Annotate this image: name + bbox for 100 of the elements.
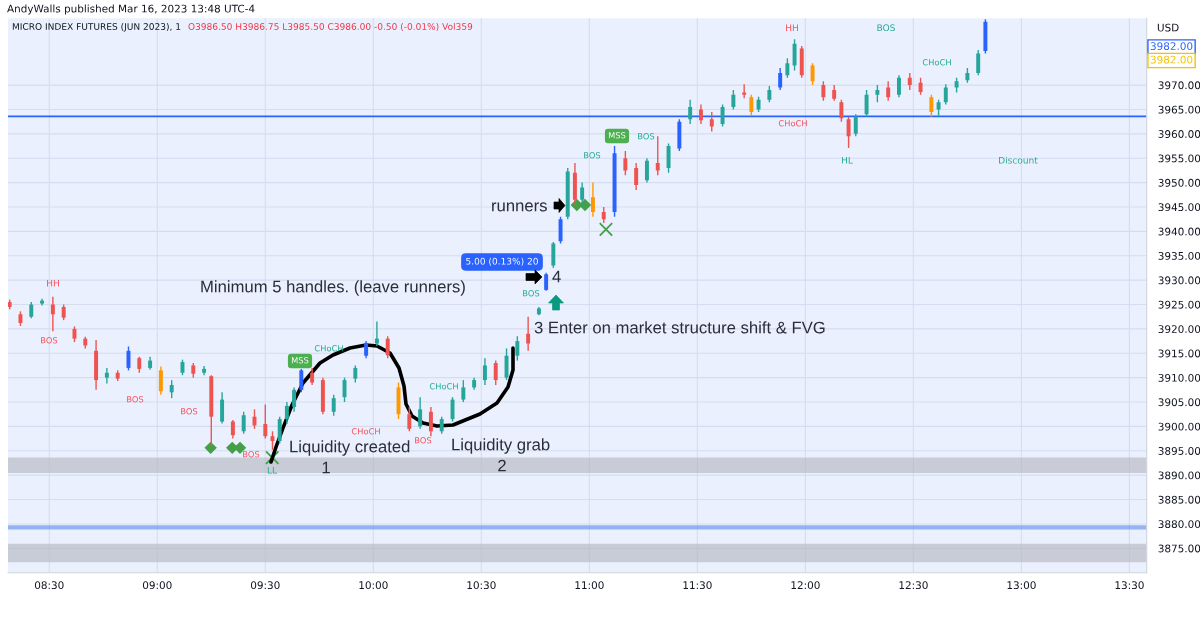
candlestick — [720, 103, 725, 128]
annotation: MSS — [291, 357, 309, 364]
annotation: 1 — [322, 461, 330, 474]
candlestick — [504, 347, 509, 381]
annotation: BOS — [41, 337, 58, 344]
candlestick — [515, 335, 520, 362]
annotation: LL — [267, 466, 277, 474]
candlestick — [104, 367, 109, 385]
candlestick — [418, 396, 423, 430]
candlestick — [263, 403, 268, 440]
candlestick — [482, 357, 487, 386]
candlestick — [299, 368, 304, 393]
annotation: runners — [492, 202, 547, 212]
candlestick — [864, 89, 869, 118]
y-tick-label: 3910.00 — [1158, 373, 1200, 382]
text: 3982.00 — [1150, 42, 1193, 51]
annotation: Liquidity grab — [452, 438, 550, 454]
candlestick — [853, 113, 858, 137]
y-tick-label: 3890.00 — [1158, 471, 1200, 480]
candlestick — [749, 94, 754, 117]
annotation: CHoCH — [922, 59, 951, 66]
y-tick-label: 3900.00 — [1158, 422, 1200, 431]
annotation: 2 — [498, 459, 506, 472]
candlestick — [493, 359, 498, 386]
annotation: 3 Enter on market structure shift & FVG — [534, 321, 825, 334]
annotation: 5.00 (0.13%) 20 — [466, 257, 538, 266]
candlestick — [284, 401, 289, 425]
y-tick-label: 3955.00 — [1158, 154, 1200, 163]
candlestick — [292, 386, 297, 413]
candlestick — [634, 162, 639, 191]
x-tick-label: 12:00 — [791, 581, 820, 590]
candlestick — [230, 419, 235, 440]
y-tick-label: 3970.00 — [1158, 81, 1200, 90]
point — [204, 441, 217, 455]
y-tick-label: 3930.00 — [1158, 276, 1200, 285]
y-axis-title: USD — [1157, 23, 1179, 32]
x-tick-label: 09:30 — [250, 581, 280, 590]
candlestick — [846, 116, 851, 149]
annotation: BOS — [584, 152, 601, 159]
candlestick — [428, 406, 433, 437]
candlestick — [698, 103, 703, 125]
chart-subtitle: MICRO INDEX FUTURES (JUN 2023), 1 — [12, 22, 181, 32]
candlestick — [666, 142, 671, 174]
candlestick — [731, 89, 736, 111]
candlestick — [929, 94, 934, 118]
annotation: Minimum 5 handles. (leave runners) — [201, 280, 465, 296]
annotation: CHoCH — [351, 428, 380, 435]
y-tick-label: 3905.00 — [1158, 398, 1200, 407]
annotation: BOS — [638, 133, 655, 140]
x-tick-label: 11:30 — [683, 581, 712, 590]
candlestick — [886, 80, 891, 102]
candlestick — [461, 379, 466, 403]
x-tick-label: 10:30 — [467, 581, 496, 590]
y-tick-label: 3880.00 — [1158, 520, 1200, 529]
x-tick-label: 13:00 — [1007, 581, 1036, 590]
x-tick-label: 13:30 — [1115, 581, 1144, 590]
annotation: BOS — [877, 24, 895, 32]
annotation: CHoCH — [314, 345, 343, 352]
candlestick — [450, 396, 455, 423]
candlestick — [623, 150, 628, 177]
y-tick-label: 3895.00 — [1158, 447, 1200, 455]
x-tick-label: 10:00 — [359, 581, 388, 590]
point — [265, 450, 280, 465]
candlestick — [785, 57, 790, 79]
annotation: BOS — [243, 451, 260, 458]
candlestick — [50, 296, 55, 333]
candlestick — [897, 74, 901, 98]
candlestick — [169, 379, 174, 399]
text: 3982.00 — [1150, 55, 1193, 64]
candlestick — [544, 272, 549, 292]
candlestick — [839, 99, 844, 123]
y-tick-label: 3915.00 — [1158, 349, 1200, 358]
annotation: MSS — [608, 132, 626, 139]
annotation: HH — [47, 279, 59, 287]
annotation: BOS — [181, 408, 198, 415]
annotation: CHoCH — [429, 383, 458, 390]
candlestick — [655, 135, 660, 177]
candlestick — [742, 83, 747, 99]
y-tick-label: 3940.00 — [1158, 227, 1200, 236]
y-tick-label: 3950.00 — [1158, 178, 1200, 187]
annotation: Discount — [999, 156, 1038, 164]
candlestick — [331, 394, 336, 417]
annotation: HH — [786, 24, 798, 31]
y-tick-label: 3965.00 — [1158, 105, 1200, 114]
candlestick — [277, 415, 282, 445]
annotation: 4 — [552, 270, 561, 283]
annotation: BOS — [127, 396, 144, 403]
x-tick-label: 12:30 — [899, 581, 928, 590]
candlestick — [158, 365, 163, 396]
candlestick — [590, 181, 595, 218]
y-tick-label: 3885.00 — [1158, 495, 1200, 504]
annotation: HL — [841, 156, 853, 164]
annotation: BOS — [523, 290, 540, 297]
candlestick — [551, 241, 556, 269]
candlestick — [241, 411, 246, 435]
candlestick — [943, 83, 948, 106]
candlestick — [976, 49, 981, 77]
candlestick — [778, 67, 783, 91]
candlestick — [792, 38, 797, 72]
x-tick-label: 09:00 — [142, 581, 172, 590]
